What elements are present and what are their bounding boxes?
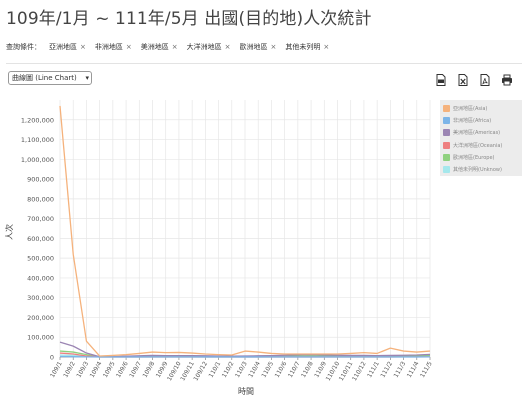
export-toolbar bbox=[435, 74, 523, 86]
y-axis-label: 人次 bbox=[4, 224, 14, 240]
series-line bbox=[59, 355, 431, 358]
pdf-icon[interactable] bbox=[479, 74, 491, 86]
filter-chip-label: 美洲地區 bbox=[140, 43, 169, 51]
chart-legend: 亞洲地區(Asia) 非洲地區(Africa) 美洲地區(Americas) 大洋洲地… bbox=[440, 100, 522, 176]
legend-swatch bbox=[443, 153, 450, 161]
y-tick-label: 200,000 bbox=[27, 314, 54, 322]
y-tick-label: 800,000 bbox=[27, 195, 54, 203]
filter-chip-label: 其他未列明 bbox=[285, 43, 321, 51]
series-line bbox=[59, 105, 431, 357]
filter-chip-america: 美洲地區 × bbox=[141, 42, 178, 52]
legend-label: 美洲地區(Americas) bbox=[453, 130, 501, 137]
legend-label: 歐洲地區(Europe) bbox=[453, 154, 495, 161]
y-tick-label: 600,000 bbox=[27, 235, 54, 243]
excel-icon[interactable] bbox=[457, 74, 469, 86]
csv-icon[interactable] bbox=[435, 74, 447, 86]
legend-swatch bbox=[443, 129, 450, 137]
filter-chip-oceania: 大洋洲地區 × bbox=[187, 42, 231, 52]
legend-swatch bbox=[443, 104, 450, 112]
legend-label: 大洋洲地區(Oceania) bbox=[453, 142, 503, 149]
y-tick-label: 400,000 bbox=[27, 274, 54, 282]
legend-label: 其他未列明(Unknow) bbox=[453, 167, 502, 174]
x-axis-label: 時間 bbox=[238, 387, 254, 396]
filter-chip-europe: 歐洲地區 × bbox=[240, 42, 277, 52]
remove-filter-icon[interactable]: × bbox=[323, 43, 330, 51]
remove-filter-icon[interactable]: × bbox=[171, 43, 178, 51]
legend-item[interactable]: 大洋洲地區(Oceania) bbox=[443, 139, 519, 151]
y-tick-label: 700,000 bbox=[27, 215, 54, 223]
filter-chip-africa: 非洲地區 × bbox=[95, 42, 132, 52]
legend-item[interactable]: 美洲地區(Americas) bbox=[443, 127, 519, 139]
y-tick-label: 0 bbox=[50, 354, 54, 362]
page-title: 109年/1月 ~ 111年/5月 出國(目的地)人次統計 bbox=[6, 9, 372, 29]
legend-swatch bbox=[443, 166, 450, 174]
line-chart: 0 100,000 200,000 300,000 400,000 500,000 600,… bbox=[4, 100, 434, 396]
y-tick-label: 1,200,000 bbox=[21, 116, 54, 124]
x-tick-label: 111/5 bbox=[419, 360, 434, 379]
chart-type-select-value: 曲線圖 (Line Chart) bbox=[12, 74, 77, 82]
legend-label: 亞洲地區(Asia) bbox=[453, 105, 488, 112]
filter-chip-label: 非洲地區 bbox=[94, 43, 123, 51]
legend-swatch bbox=[443, 141, 450, 149]
legend-label: 非洲地區(Africa) bbox=[453, 117, 492, 124]
legend-item[interactable]: 亞洲地區(Asia) bbox=[443, 102, 519, 114]
filter-chip-label: 大洋洲地區 bbox=[186, 43, 222, 51]
chevron-down-icon: ▾ bbox=[85, 74, 89, 82]
remove-filter-icon[interactable]: × bbox=[224, 43, 231, 51]
legend-item[interactable]: 其他未列明(Unknow) bbox=[443, 163, 519, 175]
print-icon[interactable] bbox=[501, 74, 513, 86]
divider bbox=[6, 63, 522, 64]
y-tick-label: 900,000 bbox=[27, 176, 54, 184]
y-tick-label: 1,100,000 bbox=[21, 136, 54, 144]
legend-item[interactable]: 非洲地區(Africa) bbox=[443, 114, 519, 126]
remove-filter-icon[interactable]: × bbox=[125, 43, 132, 51]
filter-label: 查詢條件： bbox=[6, 43, 41, 51]
filter-chip-label: 歐洲地區 bbox=[239, 43, 268, 51]
filter-chip-label: 亞洲地區 bbox=[49, 43, 77, 51]
chart-type-select[interactable]: 曲線圖 (Line Chart) ▾ bbox=[8, 71, 92, 85]
remove-filter-icon[interactable]: × bbox=[80, 43, 86, 51]
filter-chip-asia: 亞洲地區 × bbox=[49, 42, 86, 52]
y-tick-label: 300,000 bbox=[27, 294, 54, 302]
filter-chip-other: 其他未列明 × bbox=[285, 42, 329, 52]
filter-bar: 查詢條件： 亞洲地區 × 非洲地區 × 美洲地區 × 大洋洲地區 × 歐洲地區 × 其他未… bbox=[6, 40, 338, 54]
y-tick-label: 1,000,000 bbox=[21, 156, 54, 164]
y-tick-label: 500,000 bbox=[27, 255, 54, 263]
y-tick-label: 100,000 bbox=[27, 334, 54, 342]
legend-item[interactable]: 歐洲地區(Europe) bbox=[443, 151, 519, 163]
remove-filter-icon[interactable]: × bbox=[270, 43, 277, 51]
legend-swatch bbox=[443, 116, 450, 124]
